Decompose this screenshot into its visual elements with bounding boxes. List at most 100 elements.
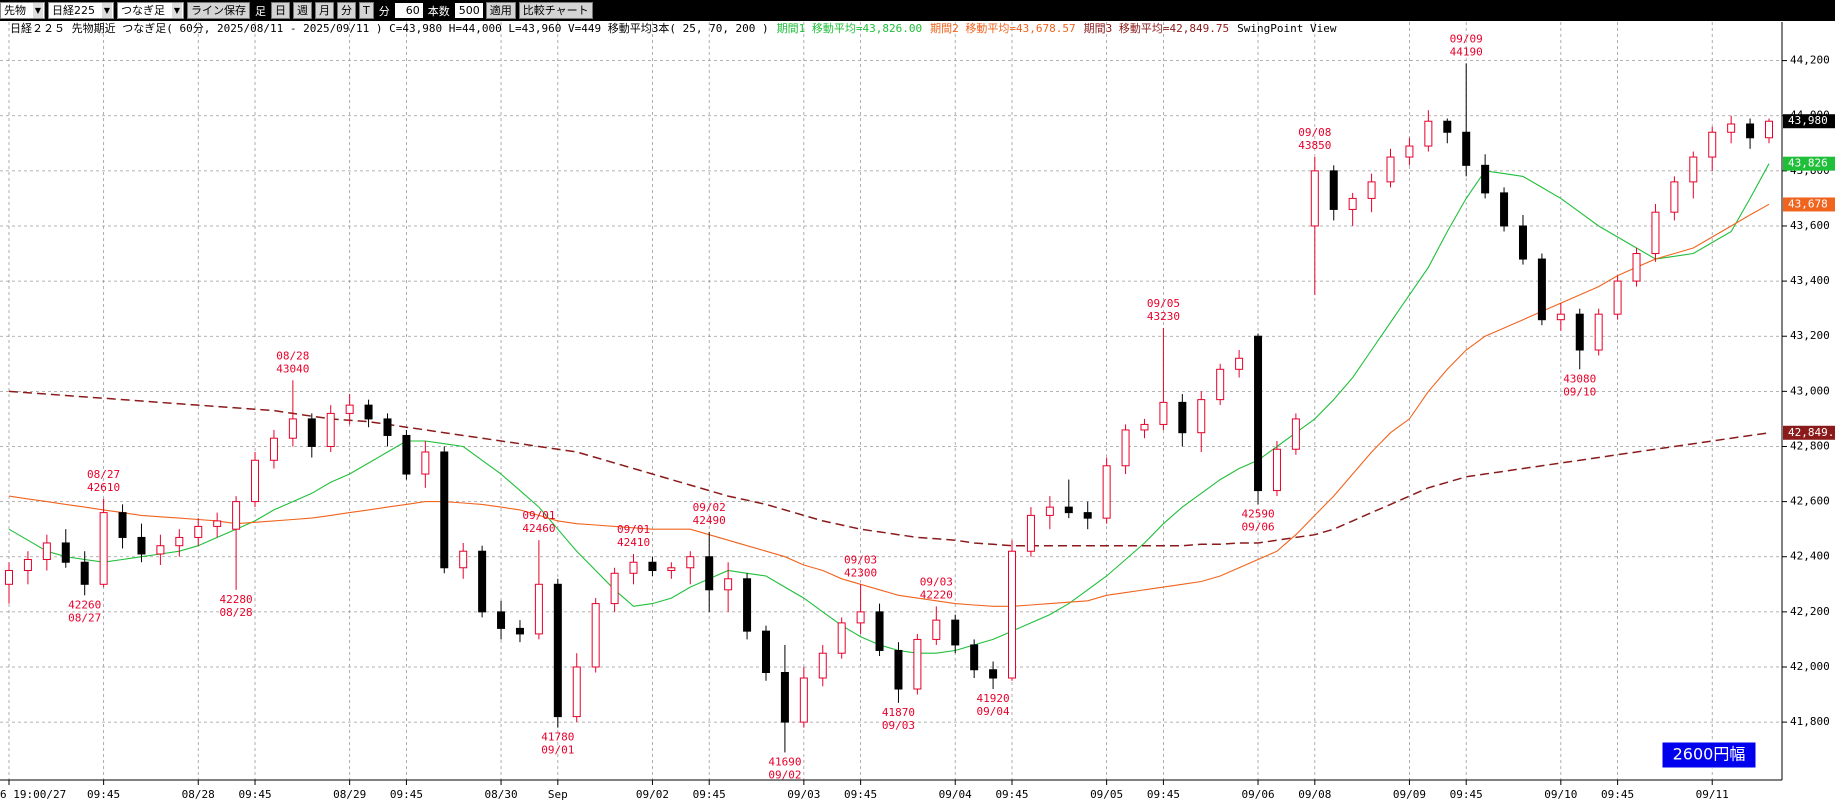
x-tick-label: 08/28 [182, 788, 215, 801]
candle-body [1272, 448, 1281, 492]
candle-body [932, 619, 941, 640]
candle-body [1518, 225, 1527, 260]
price-tag-label: 43,678 [1788, 197, 1828, 210]
candle-body [1405, 145, 1414, 158]
candle-body [440, 451, 449, 569]
compare-button[interactable]: 比較チャート [518, 2, 593, 19]
candle-body [1121, 429, 1130, 467]
x-tick-label: 6 19:00/27 [0, 788, 66, 801]
swing-date: 09/03 [920, 575, 953, 588]
x-tick-label: 09/08 [1298, 788, 1331, 801]
swing-date: 09/05 [1147, 297, 1180, 310]
swing-price: 42460 [522, 522, 555, 535]
period-button[interactable]: 分 [337, 2, 356, 19]
candle-body [1613, 280, 1622, 315]
candle-body [1159, 401, 1168, 425]
candle-body [23, 558, 32, 572]
candle-body [1556, 313, 1565, 321]
swing-date: 08/27 [68, 611, 101, 624]
apply-button[interactable]: 適用 [485, 2, 516, 19]
swing-price: 43040 [276, 362, 309, 375]
y-tick-label: 42,600 [1790, 495, 1830, 508]
candle-body [1216, 368, 1225, 401]
candle-body [42, 542, 51, 560]
price-tag-label: 43,826 [1788, 157, 1828, 170]
swing-price: 43080 [1563, 372, 1596, 385]
swing-date: 09/02 [693, 501, 726, 514]
bar-type-select[interactable]: つなぎ足 [117, 2, 184, 19]
market-select[interactable]: 先物 [0, 2, 45, 19]
count-label: 本数 [427, 4, 450, 18]
ma-line [8, 390, 1770, 547]
candle-body [629, 561, 638, 574]
y-tick-label: 42,000 [1790, 660, 1830, 673]
swing-date: 09/01 [617, 523, 650, 536]
toolbar: 先物 日経225 つなぎ足 ライン保存 足 日 週 月 分 T 分 60 本数 … [0, 0, 1835, 21]
period-button[interactable]: 月 [315, 2, 334, 19]
swing-date: 09/01 [541, 744, 574, 757]
candle-body [913, 638, 922, 690]
candle-body [156, 545, 165, 555]
candle-body [591, 603, 600, 668]
candle-body [61, 542, 70, 563]
candle-body [667, 567, 676, 572]
candle-body [799, 677, 808, 723]
ashi-label: 足 [255, 4, 266, 18]
candle-body [497, 611, 506, 629]
candle-body [421, 451, 430, 475]
candle-body [1537, 258, 1546, 321]
x-tick-label: 09:45 [87, 788, 120, 801]
candle-body [1632, 253, 1641, 282]
swing-price: 42220 [920, 588, 953, 601]
candle-body [951, 619, 960, 646]
candle-body [1367, 181, 1376, 199]
swing-date: 09/01 [522, 509, 555, 522]
ma-line [8, 203, 1770, 607]
candle-body [1310, 170, 1319, 227]
candle-body [780, 672, 789, 723]
count-input[interactable]: 500 [454, 3, 483, 18]
candle-body [1651, 211, 1660, 255]
price-tag [1783, 156, 1835, 171]
candle-body [1462, 131, 1471, 166]
swing-price: 44190 [1450, 45, 1483, 58]
x-tick-label: 09/09 [1393, 788, 1426, 801]
candle-body [515, 627, 524, 635]
candle-body [307, 418, 316, 447]
swing-price: 43230 [1147, 310, 1180, 323]
candle-body [1708, 131, 1717, 158]
save-button[interactable]: ライン保存 [187, 2, 250, 19]
candle-body [269, 437, 278, 461]
candle-body [5, 570, 13, 585]
x-tick-label: 08/30 [484, 788, 517, 801]
candle-body [743, 578, 752, 632]
candle-body [1689, 156, 1698, 183]
candle-body [1443, 120, 1452, 133]
candle-body [875, 611, 884, 651]
chart-title: 日経２２５ 先物期近 つなぎ足( 60分, 2025/08/11 - 2025/… [10, 21, 769, 35]
swing-price: 42410 [617, 536, 650, 549]
symbol-select[interactable]: 日経225 [48, 2, 114, 19]
period-button[interactable]: 日 [271, 2, 290, 19]
price-tag-label: 43,980 [1788, 114, 1828, 127]
x-tick-label: 09:45 [1450, 788, 1483, 801]
x-tick-label: 08/29 [333, 788, 366, 801]
swing-date: 09/03 [882, 719, 915, 732]
candle-body [837, 622, 846, 654]
legend-entry: 期間3 移動平均=42,849.75 [1084, 21, 1229, 35]
swing-date: 09/08 [1298, 126, 1331, 139]
period-button[interactable]: T [359, 2, 374, 19]
candle-body [1235, 357, 1244, 370]
interval-input[interactable]: 60 [394, 3, 423, 18]
swing-date: 09/06 [1241, 520, 1274, 533]
y-tick-label: 42,200 [1790, 605, 1830, 618]
candle-body [459, 550, 468, 569]
y-tick-label: 43,400 [1790, 274, 1830, 287]
candle-body [118, 512, 127, 538]
candle-body [326, 412, 335, 447]
ma-line [8, 163, 1770, 654]
candle-body [402, 434, 411, 475]
x-tick-label: 09:45 [1601, 788, 1634, 801]
period-button[interactable]: 週 [293, 2, 312, 19]
x-tick-label: Sep [548, 788, 568, 801]
